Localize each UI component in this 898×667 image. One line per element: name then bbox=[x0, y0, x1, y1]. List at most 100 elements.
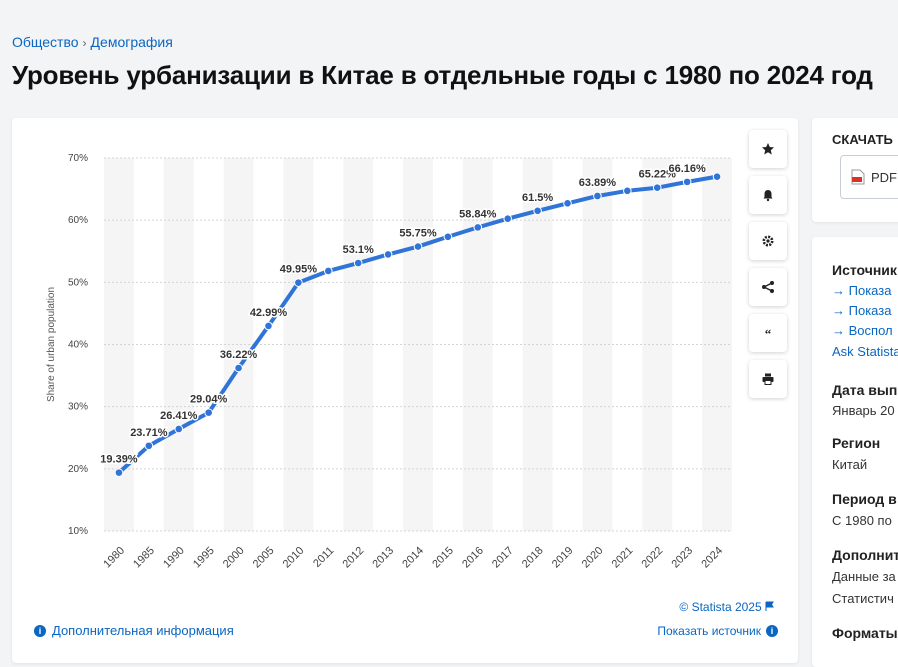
data-point bbox=[174, 424, 184, 434]
share-button[interactable] bbox=[749, 268, 787, 306]
data-label: 53.1% bbox=[343, 244, 374, 256]
notification-button[interactable] bbox=[749, 176, 787, 214]
y-tick-label: 50% bbox=[68, 277, 88, 288]
flag-icon bbox=[765, 601, 774, 611]
x-tick-label: 2023 bbox=[669, 545, 695, 571]
bell-icon bbox=[763, 190, 773, 202]
data-label: 61.5% bbox=[522, 192, 553, 204]
ask-statista-link[interactable]: Ask Statista bbox=[832, 344, 898, 359]
breadcrumb-separator: › bbox=[82, 36, 87, 50]
data-point bbox=[652, 183, 662, 193]
data-point bbox=[114, 468, 124, 477]
x-tick-label: 2015 bbox=[430, 545, 456, 571]
data-point bbox=[563, 199, 572, 208]
x-tick-label: 2018 bbox=[520, 545, 546, 571]
data-point bbox=[234, 363, 243, 373]
period-title: Период в bbox=[832, 491, 897, 507]
data-point bbox=[353, 258, 363, 268]
region-title: Регион bbox=[832, 435, 881, 451]
data-point bbox=[204, 408, 213, 417]
pdf-label: PDF bbox=[871, 169, 897, 185]
info-icon: i bbox=[34, 624, 46, 637]
x-tick-label: 2013 bbox=[370, 545, 396, 571]
data-point bbox=[682, 177, 692, 187]
y-axis-label: Share of urban population bbox=[46, 287, 57, 402]
chart-card: 10% 20% 30% 40% 50% 60% 70% Share of urban popu… bbox=[12, 118, 798, 663]
x-tick-label: 2019 bbox=[550, 545, 576, 571]
info-icon: i bbox=[766, 625, 778, 637]
formats-title: Форматы bbox=[832, 625, 898, 641]
data-point bbox=[503, 214, 513, 223]
data-label: 36.22% bbox=[220, 349, 258, 361]
download-pdf-button[interactable]: PDF bbox=[840, 155, 898, 199]
x-tick-label: 2011 bbox=[311, 545, 336, 570]
data-label: 19.39% bbox=[100, 454, 138, 466]
data-point bbox=[144, 441, 154, 451]
extra-line-1: Данные за bbox=[832, 569, 896, 584]
data-label: 49.95% bbox=[280, 264, 318, 276]
share-icon bbox=[762, 281, 774, 293]
x-tick-label: 2010 bbox=[281, 545, 307, 571]
y-tick-label: 60% bbox=[68, 215, 88, 226]
quote-icon: “ bbox=[765, 326, 772, 340]
data-point bbox=[294, 278, 303, 287]
data-label: 55.75% bbox=[399, 228, 437, 240]
more-info-text: Дополнительная информация bbox=[52, 623, 234, 638]
extra-title: Дополнит bbox=[832, 547, 898, 563]
data-label: 65.22% bbox=[639, 169, 677, 181]
data-point bbox=[593, 191, 602, 201]
data-point bbox=[712, 172, 722, 181]
period-value: С 1980 по bbox=[832, 513, 892, 528]
y-tick-label: 70% bbox=[68, 153, 88, 164]
show-source-link[interactable]: Показать источник i bbox=[657, 624, 778, 638]
x-tick-label: 2017 bbox=[490, 545, 516, 571]
gear-icon bbox=[762, 235, 774, 247]
printer-icon bbox=[762, 373, 774, 385]
y-tick-label: 30% bbox=[68, 402, 88, 413]
data-label: 23.71% bbox=[130, 427, 168, 439]
source-title: Источник bbox=[832, 262, 897, 278]
breadcrumb-item-demography[interactable]: Демография bbox=[90, 34, 173, 50]
source-link-3[interactable]: → Воспол bbox=[832, 323, 893, 338]
data-label: 63.89% bbox=[579, 177, 617, 189]
x-tick-label: 1995 bbox=[191, 545, 217, 571]
star-icon bbox=[762, 143, 774, 155]
x-tick-label: 2021 bbox=[610, 545, 636, 571]
data-point bbox=[264, 321, 273, 331]
data-label: 66.16% bbox=[668, 163, 706, 175]
breadcrumb-item-society[interactable]: Общество bbox=[12, 34, 79, 50]
source-link-2[interactable]: → Показа bbox=[832, 303, 892, 318]
chart-actions: “ bbox=[749, 130, 787, 406]
y-tick-label: 20% bbox=[68, 464, 88, 475]
data-point bbox=[323, 266, 333, 276]
x-tick-label: 2012 bbox=[341, 545, 367, 571]
data-point bbox=[383, 250, 393, 259]
x-tick-label: 1990 bbox=[161, 545, 187, 571]
statista-copyright[interactable]: © Statista 2025 bbox=[679, 600, 774, 614]
more-info-link[interactable]: i Дополнительная информация bbox=[34, 623, 234, 638]
print-button[interactable] bbox=[749, 360, 787, 398]
x-tick-label: 1980 bbox=[101, 545, 127, 571]
cite-button[interactable]: “ bbox=[749, 314, 787, 352]
x-tick-label: 2022 bbox=[640, 545, 666, 571]
data-point bbox=[473, 223, 483, 232]
data-point bbox=[533, 206, 542, 216]
data-point bbox=[413, 242, 423, 251]
x-tick-label: 2005 bbox=[251, 545, 277, 571]
download-title: СКАЧАТЬ bbox=[832, 132, 893, 147]
pdf-file-icon bbox=[851, 169, 865, 185]
data-point bbox=[443, 232, 453, 242]
data-label: 29.04% bbox=[190, 394, 228, 406]
source-link-1[interactable]: → Показа bbox=[832, 283, 892, 298]
favorite-button[interactable] bbox=[749, 130, 787, 168]
data-point bbox=[623, 186, 632, 196]
data-label: 26.41% bbox=[160, 410, 198, 422]
download-card: СКАЧАТЬ PDF bbox=[812, 118, 898, 222]
x-tick-label: 2024 bbox=[699, 545, 725, 571]
y-tick-label: 10% bbox=[68, 526, 88, 537]
y-tick-label: 40% bbox=[68, 340, 88, 351]
line-chart: 10% 20% 30% 40% 50% 60% 70% Share of urban popu… bbox=[46, 153, 732, 571]
extra-line-2: Статистич bbox=[832, 591, 894, 606]
x-tick-label: 2000 bbox=[221, 545, 247, 571]
settings-button[interactable] bbox=[749, 222, 787, 260]
